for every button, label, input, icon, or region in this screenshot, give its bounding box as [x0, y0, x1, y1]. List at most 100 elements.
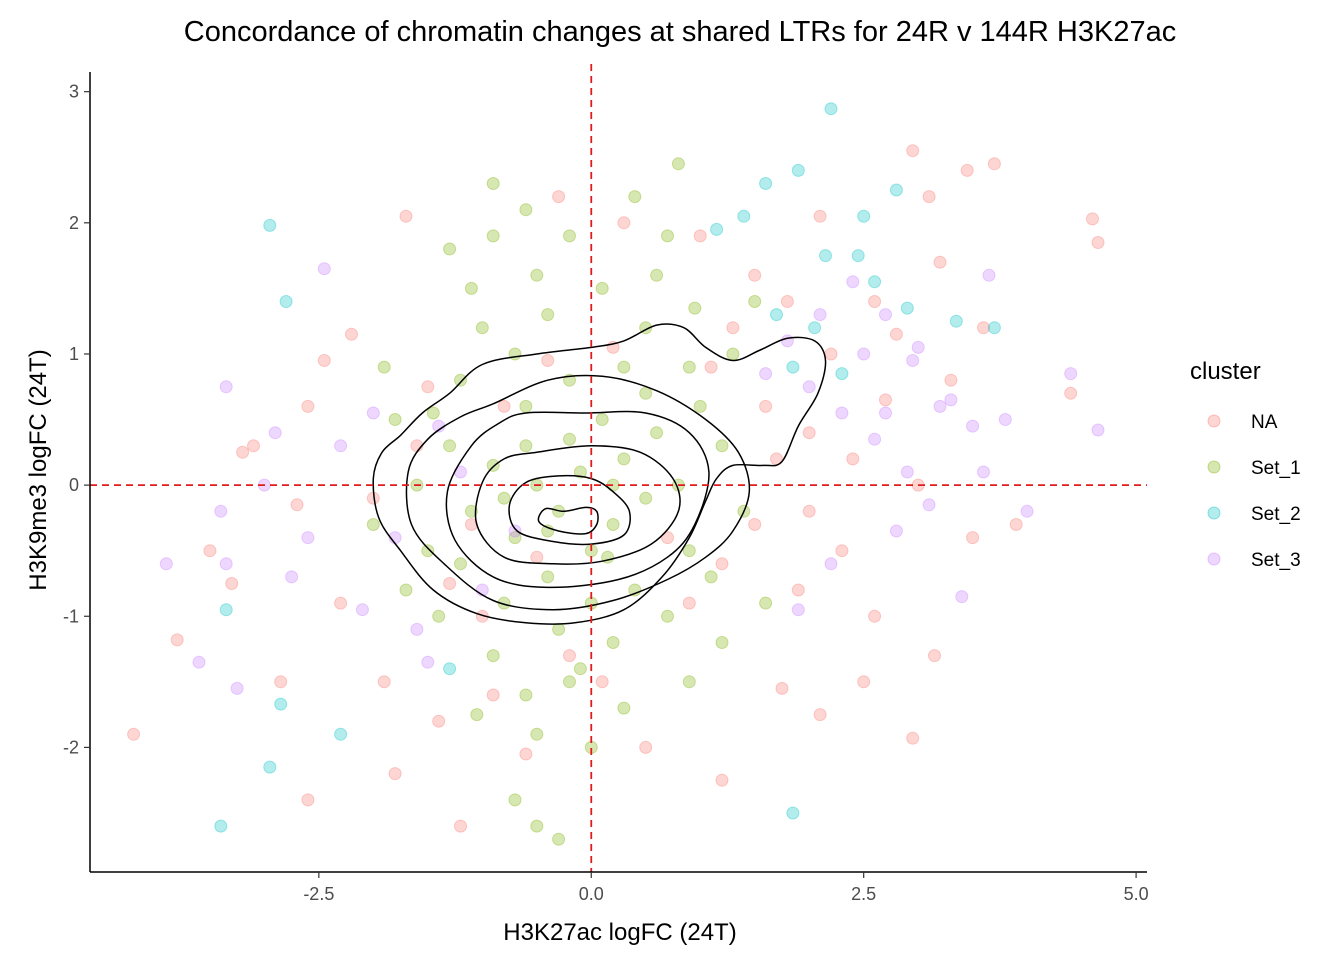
data-point	[682, 596, 696, 610]
density-contour	[405, 374, 751, 611]
data-point	[399, 209, 413, 223]
data-point	[770, 308, 783, 322]
data-point	[693, 229, 707, 243]
data-point	[639, 491, 653, 505]
legend-key-Set_2	[1207, 506, 1221, 520]
data-point	[268, 426, 282, 440]
data-point	[780, 295, 794, 308]
legend-key-Set_3	[1207, 552, 1221, 566]
data-point	[835, 367, 849, 381]
data-point	[219, 380, 233, 394]
data-point	[977, 465, 990, 479]
data-point	[541, 308, 555, 322]
data-point	[682, 360, 696, 374]
data-point	[759, 177, 773, 190]
legend-label-Set_1: Set_1	[1251, 458, 1301, 479]
data-point	[530, 727, 544, 741]
data-point	[595, 413, 609, 426]
data-point	[377, 360, 391, 374]
legend-items: NA Set_1 Set_2 Set_3	[1207, 412, 1301, 571]
data-point	[682, 675, 696, 689]
data-point	[1091, 236, 1105, 249]
data-point	[998, 413, 1012, 426]
data-point	[889, 524, 903, 538]
data-point	[541, 570, 555, 584]
data-point	[955, 590, 969, 604]
data-point	[808, 321, 822, 335]
data-point	[470, 708, 484, 722]
data-point	[355, 603, 369, 617]
data-point	[835, 406, 849, 420]
data-point	[432, 714, 446, 728]
data-point	[192, 655, 206, 669]
data-point	[824, 347, 838, 361]
data-point	[388, 767, 402, 781]
data-point	[214, 504, 228, 518]
data-point	[824, 557, 838, 571]
data-point	[748, 518, 762, 531]
chart-title: Concordance of chromatin changes at shar…	[184, 16, 1176, 48]
data-point	[552, 622, 566, 636]
series-Set_1	[366, 157, 773, 846]
data-point	[519, 747, 533, 761]
data-point	[786, 360, 800, 374]
y-axis-title: H3K9me3 logFC (24T)	[25, 349, 52, 590]
data-point	[748, 295, 762, 308]
data-point	[552, 832, 566, 846]
data-point	[879, 393, 892, 407]
data-point	[911, 340, 925, 354]
data-point	[530, 819, 544, 833]
data-point	[639, 386, 653, 400]
data-point	[486, 458, 500, 472]
legend-label-Set_2: Set_2	[1251, 504, 1301, 525]
data-point	[639, 740, 653, 754]
data-point	[982, 268, 996, 282]
series-Set_3	[159, 262, 1105, 695]
data-point	[443, 577, 457, 590]
data-point	[879, 308, 892, 322]
data-point	[377, 675, 391, 689]
data-point	[595, 281, 609, 295]
data-point	[443, 439, 457, 453]
data-point	[443, 662, 457, 676]
data-point	[813, 308, 827, 322]
data-point	[933, 255, 947, 269]
data-point	[573, 662, 587, 676]
data-point	[1009, 518, 1023, 531]
data-point	[334, 596, 348, 610]
x-axis-ticks: -2.5 0.0 2.5 5.0	[303, 872, 1149, 904]
data-point	[868, 609, 882, 623]
data-point	[388, 413, 402, 426]
data-point	[236, 445, 250, 459]
data-point	[650, 268, 664, 282]
density-contour	[474, 445, 681, 565]
data-point	[944, 373, 958, 387]
data-point	[617, 701, 631, 715]
data-point	[475, 321, 489, 335]
data-point	[563, 675, 576, 689]
data-point	[573, 465, 587, 479]
data-point	[1064, 367, 1078, 381]
data-point	[219, 603, 233, 617]
data-point	[279, 295, 293, 308]
data-point	[710, 222, 724, 236]
data-point	[519, 203, 533, 217]
data-point	[290, 498, 304, 512]
data-point	[868, 275, 882, 289]
y-axis-ticks: -2 -1 0 1 2 3	[63, 82, 90, 757]
data-point	[966, 419, 980, 433]
data-point	[486, 649, 500, 663]
data-point	[214, 819, 228, 833]
data-point	[170, 633, 184, 647]
data-point	[857, 675, 871, 689]
data-point	[317, 354, 331, 367]
data-point	[868, 432, 882, 446]
data-point	[225, 577, 239, 590]
data-point	[900, 465, 914, 479]
data-point	[274, 675, 288, 689]
data-point	[906, 144, 920, 158]
data-point	[928, 649, 941, 663]
data-point	[889, 183, 903, 197]
legend-title: cluster	[1190, 358, 1261, 385]
data-point	[879, 406, 892, 420]
